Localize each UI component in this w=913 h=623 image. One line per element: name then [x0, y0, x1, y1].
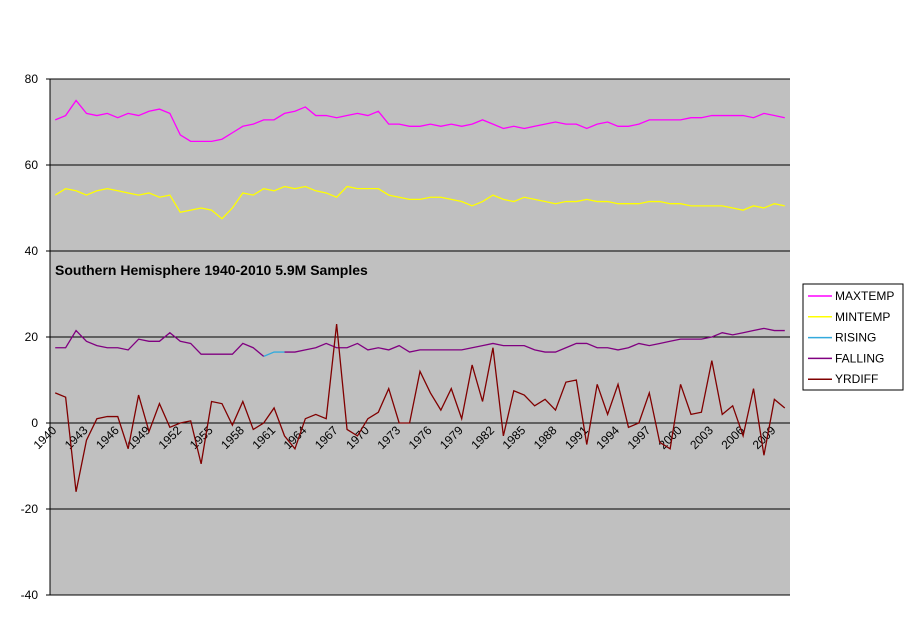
y-tick-label: 60 [25, 158, 39, 172]
y-tick-label: -40 [21, 588, 39, 602]
series-line [54, 324, 786, 492]
y-tick-label: 40 [25, 244, 39, 258]
y-tick-label: 0 [31, 416, 38, 430]
legend-label: RISING [835, 331, 876, 345]
y-tick-label: 80 [25, 72, 39, 86]
y-tick-label: 20 [25, 330, 39, 344]
series-line [54, 99, 785, 142]
legend-label: MAXTEMP [835, 289, 894, 303]
legend-label: MINTEMP [835, 310, 890, 324]
legend: MAXTEMP MINTEMP RISING FALLING YRDIFF [802, 283, 904, 391]
series-line [55, 327, 785, 357]
legend-label: YRDIFF [835, 372, 878, 386]
series-line [263, 351, 285, 357]
series-line [54, 185, 785, 220]
annotation: Southern Hemisphere 1940-2010 5.9M Sampl… [55, 262, 368, 278]
legend-label: FALLING [835, 351, 884, 365]
y-tick-label: -20 [21, 502, 39, 516]
